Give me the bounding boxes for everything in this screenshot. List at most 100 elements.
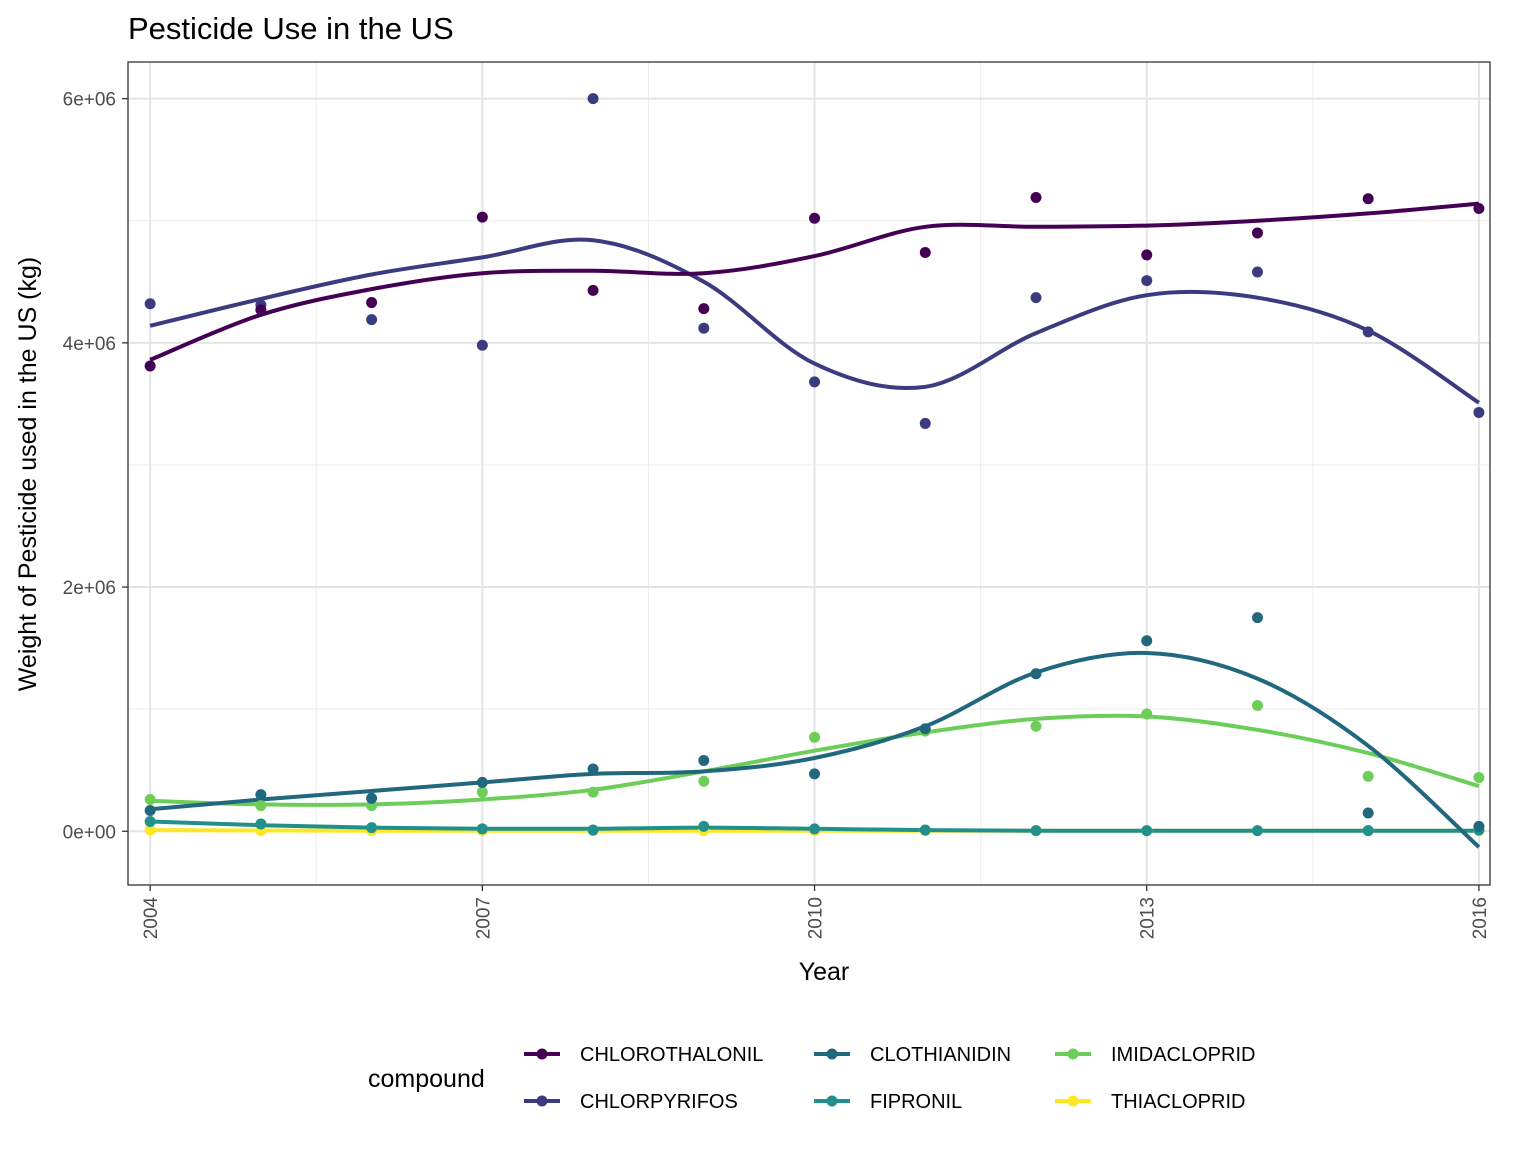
point-chlorothalonil	[476, 211, 488, 223]
point-clothianidin	[809, 768, 821, 780]
point-imidacloprid	[1362, 770, 1374, 782]
point-chlorothalonil	[698, 303, 710, 315]
point-chlorpyrifos	[1030, 292, 1042, 304]
point-clothianidin	[1141, 635, 1153, 647]
point-fipronil	[809, 823, 821, 835]
legend-item-clothianidin: CLOTHIANIDIN	[814, 1044, 1011, 1066]
point-chlorothalonil	[1362, 193, 1374, 205]
point-clothianidin	[255, 789, 267, 801]
legend-item-chlorothalonil: CHLOROTHALONIL	[524, 1044, 763, 1066]
point-chlorothalonil	[144, 360, 156, 372]
point-chlorpyrifos	[1473, 406, 1485, 418]
point-imidacloprid	[1030, 720, 1042, 732]
legend-key-point	[1067, 1048, 1079, 1060]
y-tick-label: 0e+00	[63, 822, 116, 843]
x-tick-label: 2004	[141, 897, 162, 940]
legend-title: compound	[368, 1065, 485, 1093]
trend-line-chlorothalonil	[149, 201, 1480, 362]
point-chlorpyrifos	[587, 93, 599, 105]
legend-label: CHLOROTHALONIL	[580, 1044, 763, 1066]
point-clothianidin	[476, 776, 488, 788]
point-chlorothalonil	[919, 246, 931, 258]
point-chlorpyrifos	[919, 417, 931, 429]
point-thiacloprid	[144, 824, 156, 836]
point-fipronil	[144, 816, 156, 828]
x-tick-label: 2010	[806, 897, 827, 939]
plot-panel-border	[127, 61, 1491, 886]
point-imidacloprid	[1473, 772, 1485, 784]
point-chlorpyrifos	[1362, 326, 1374, 338]
point-chlorothalonil	[366, 297, 378, 309]
point-fipronil	[1362, 825, 1374, 837]
point-fipronil	[366, 822, 378, 834]
point-imidacloprid	[255, 800, 267, 812]
point-imidacloprid	[144, 794, 156, 806]
x-tick-label: 2013	[1138, 897, 1159, 939]
minor-gridlines	[128, 62, 1490, 885]
y-axis-title: Weight of Pesticide used in the US (kg)	[14, 257, 42, 691]
point-clothianidin	[366, 792, 378, 804]
point-imidacloprid	[476, 786, 488, 798]
point-imidacloprid	[1251, 700, 1263, 712]
point-clothianidin	[1473, 820, 1485, 832]
point-clothianidin	[1362, 807, 1374, 819]
x-axis-title: Year	[799, 958, 850, 986]
x-tick-label: 2016	[1470, 897, 1491, 939]
point-imidacloprid	[587, 786, 599, 798]
legend-key-point	[1067, 1095, 1079, 1107]
point-chlorothalonil	[1473, 203, 1485, 215]
point-chlorpyrifos	[144, 298, 156, 310]
point-chlorpyrifos	[366, 314, 378, 326]
y-tick-label: 6e+06	[63, 90, 116, 111]
point-chlorothalonil	[809, 212, 821, 224]
legend-item-fipronil: FIPRONIL	[814, 1091, 962, 1113]
x-axis: 2004 2007 2010 2013 2016	[141, 885, 1491, 939]
point-fipronil	[1251, 825, 1263, 837]
point-fipronil	[1030, 825, 1042, 837]
point-chlorothalonil	[1141, 249, 1153, 261]
point-fipronil	[476, 823, 488, 835]
legend-key-point	[826, 1048, 838, 1060]
trend-line-clothianidin	[149, 650, 1481, 849]
point-clothianidin	[144, 805, 156, 817]
trend-line-chlorpyrifos	[149, 237, 1480, 405]
point-fipronil	[698, 820, 710, 832]
legend-label: CHLORPYRIFOS	[580, 1091, 738, 1113]
point-chlorpyrifos	[1251, 266, 1263, 278]
legend-label: THIACLOPRID	[1111, 1091, 1245, 1113]
y-tick-label: 2e+06	[63, 578, 116, 599]
point-clothianidin	[587, 763, 599, 775]
point-fipronil	[919, 824, 931, 836]
point-clothianidin	[698, 754, 710, 766]
point-clothianidin	[919, 723, 931, 735]
point-imidacloprid	[1141, 708, 1153, 720]
point-fipronil	[587, 824, 599, 836]
point-chlorothalonil	[1030, 192, 1042, 204]
plot-panel	[128, 62, 1490, 885]
point-chlorpyrifos	[809, 376, 821, 388]
point-chlorpyrifos	[476, 339, 488, 351]
point-imidacloprid	[809, 731, 821, 743]
point-fipronil	[255, 818, 267, 830]
legend-label: IMIDACLOPRID	[1111, 1044, 1255, 1066]
point-chlorpyrifos	[1141, 275, 1153, 287]
legend-key-point	[536, 1095, 548, 1107]
point-clothianidin	[1030, 668, 1042, 680]
legend-item-thiacloprid: THIACLOPRID	[1055, 1091, 1245, 1113]
legend-key-point	[826, 1095, 838, 1107]
legend-item-imidacloprid: IMIDACLOPRID	[1055, 1044, 1255, 1066]
legend: compound CHLOROTHALONIL CHLORPYRIFOS CLOTH…	[368, 1044, 1255, 1113]
data-points	[144, 93, 1485, 837]
x-tick-label: 2007	[473, 897, 494, 939]
point-fipronil	[1141, 825, 1153, 837]
point-chlorpyrifos	[698, 322, 710, 334]
legend-label: CLOTHIANIDIN	[870, 1044, 1011, 1066]
point-chlorothalonil	[1251, 227, 1263, 239]
point-clothianidin	[1251, 612, 1263, 624]
y-axis: 0e+00 2e+06 4e+06 6e+06	[63, 90, 128, 843]
point-imidacloprid	[698, 775, 710, 787]
point-chlorothalonil	[255, 304, 267, 316]
chart-title: Pesticide Use in the US	[128, 11, 454, 46]
y-tick-label: 4e+06	[63, 334, 116, 355]
